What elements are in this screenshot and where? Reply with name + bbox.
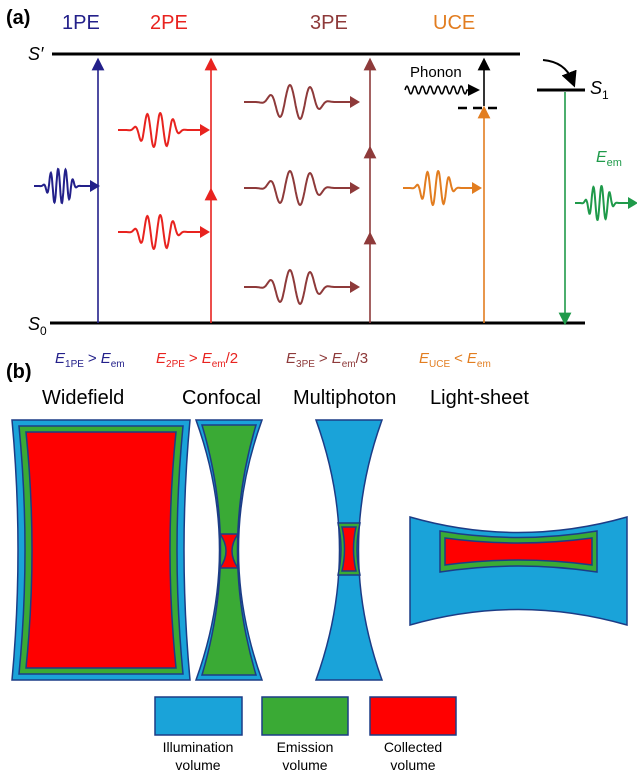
emission-label: Eem bbox=[596, 149, 622, 169]
level-label: S′ bbox=[28, 44, 44, 64]
legend-label: Emission bbox=[277, 739, 334, 755]
legend-label: volume bbox=[175, 757, 220, 773]
wave-packet bbox=[244, 171, 354, 205]
collected-volume bbox=[26, 432, 176, 668]
energy-relation: E3PE>Eem/3 bbox=[286, 350, 368, 370]
wave-packet bbox=[403, 171, 476, 205]
modality-label: Widefield bbox=[42, 387, 124, 409]
wave-arrowhead bbox=[200, 124, 210, 136]
wave-arrowhead bbox=[200, 226, 210, 238]
wave-packet bbox=[34, 169, 94, 203]
process-label: 2PE bbox=[150, 12, 188, 34]
legend-label: Collected bbox=[384, 739, 442, 755]
panel-label: (a) bbox=[6, 7, 30, 29]
wave-arrowhead bbox=[350, 182, 360, 194]
energy-relation: E2PE>Eem/2 bbox=[156, 350, 238, 370]
figure: (a) 1PE 2PE 3PE UCE S′ S1 S0 Phonon Eem … bbox=[0, 0, 637, 773]
legend-label: Illumination bbox=[163, 739, 234, 755]
wave-arrowhead bbox=[350, 96, 360, 108]
wave-arrowhead bbox=[628, 197, 637, 209]
relaxation-arrow bbox=[543, 60, 572, 80]
wave-arrowhead bbox=[472, 182, 482, 194]
process-label: 1PE bbox=[62, 12, 100, 34]
modality-label: Light-sheet bbox=[430, 387, 529, 409]
phonon-label: Phonon bbox=[410, 64, 462, 81]
level-label: S0 bbox=[28, 314, 47, 338]
modality-label: Multiphoton bbox=[293, 387, 396, 409]
wave-packet bbox=[118, 113, 204, 147]
wave-packet bbox=[244, 85, 354, 119]
wave-packet bbox=[244, 270, 354, 304]
wave-packet bbox=[118, 215, 204, 249]
panel-label: (b) bbox=[6, 361, 32, 383]
legend-label: volume bbox=[282, 757, 327, 773]
wave-arrowhead bbox=[350, 281, 360, 293]
modality-label: Confocal bbox=[182, 387, 261, 409]
process-label: UCE bbox=[433, 12, 475, 34]
legend-swatch bbox=[155, 697, 242, 735]
energy-relation: E1PE>Eem bbox=[55, 350, 125, 370]
legend-swatch bbox=[370, 697, 456, 735]
process-label: 3PE bbox=[310, 12, 348, 34]
collected-volume bbox=[342, 527, 356, 571]
wave-packets bbox=[34, 85, 637, 304]
phonon-wave bbox=[405, 86, 474, 94]
energy-relation: EUCE<Eem bbox=[419, 350, 491, 370]
wave-packet bbox=[575, 186, 632, 220]
legend-swatch bbox=[262, 697, 348, 735]
legend-label: volume bbox=[390, 757, 435, 773]
level-label: S1 bbox=[590, 78, 609, 102]
